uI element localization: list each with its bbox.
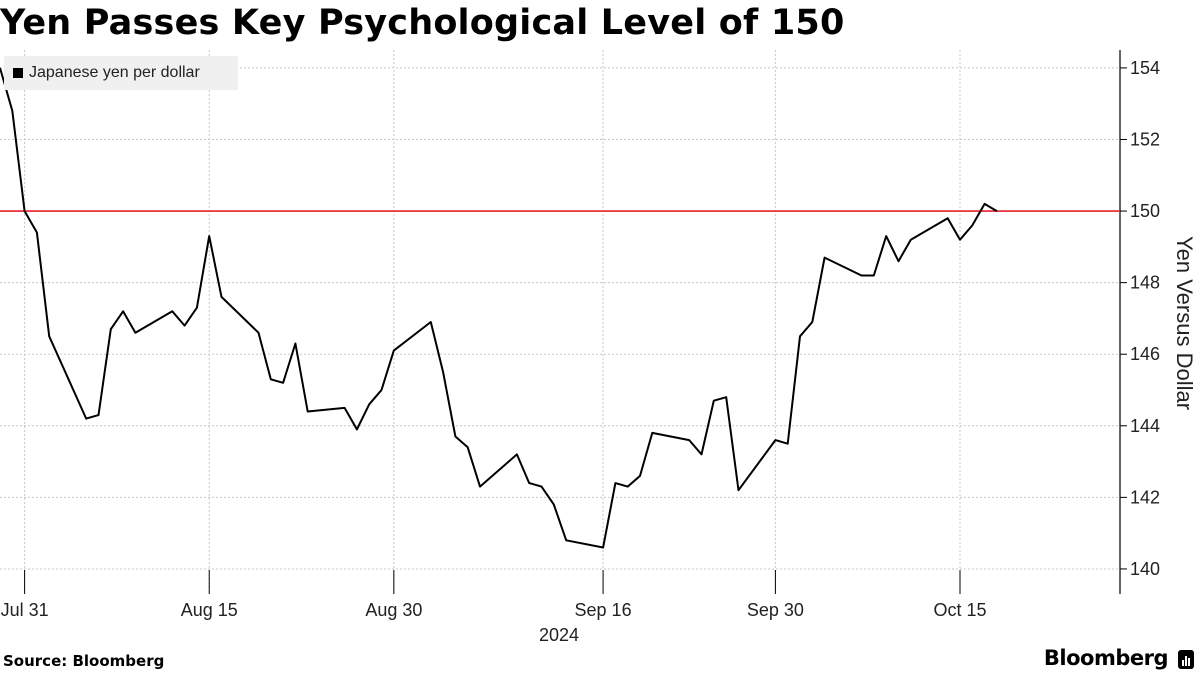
series-line-yen — [0, 67, 998, 549]
data-point-2024-09-13 — [563, 537, 569, 543]
data-point-2024-10-01 — [785, 441, 791, 447]
data-point-2024-09-18 — [625, 484, 631, 490]
data-point-2024-10-18 — [994, 208, 1000, 214]
x-axis-ticks: Jul 31 Aug 15 Aug 30 Sep 16 Sep 30 Oct 15 — [1, 570, 987, 620]
data-point-2024-08-13 — [182, 323, 188, 329]
data-point-2024-09-16 — [600, 545, 606, 551]
data-point-2024-08-23 — [305, 409, 311, 415]
data-point-2024-08-29 — [379, 387, 385, 393]
data-point-2024-08-02 — [46, 333, 52, 339]
data-point-2024-08-28 — [366, 401, 372, 407]
data-point-2024-07-30 — [9, 108, 15, 114]
data-point-2024-08-30 — [391, 348, 397, 354]
data-point-2024-09-27 — [736, 487, 742, 493]
legend-label: Japanese yen per dollar — [29, 64, 200, 81]
data-point-2024-09-25 — [711, 398, 717, 404]
y-tick-label: 148 — [1130, 273, 1160, 293]
data-point-2024-09-17 — [612, 480, 618, 486]
y-tick-label: 140 — [1130, 559, 1160, 579]
x-tick-label: Sep 16 — [575, 600, 632, 620]
data-point-2024-10-09 — [883, 233, 889, 239]
data-point-2024-10-07 — [859, 273, 865, 279]
y-tick-label: 142 — [1130, 487, 1160, 507]
data-point-2024-09-12 — [551, 502, 557, 508]
data-point-2024-08-16 — [219, 294, 225, 300]
series-points — [0, 65, 1000, 551]
x-tick-label: Aug 30 — [365, 600, 422, 620]
source-note: Source: Bloomberg — [3, 652, 165, 670]
data-point-2024-10-15 — [957, 237, 963, 243]
data-point-2024-10-03 — [809, 319, 815, 325]
x-axis-year-label: 2024 — [539, 625, 579, 645]
data-point-2024-08-08 — [120, 308, 126, 314]
data-point-2024-08-06 — [96, 412, 102, 418]
data-point-2024-08-07 — [108, 326, 114, 332]
x-tick-label: Sep 30 — [747, 600, 804, 620]
data-point-2024-10-11 — [908, 237, 914, 243]
data-point-2024-09-03 — [440, 369, 446, 375]
data-point-2024-10-08 — [871, 273, 877, 279]
data-point-2024-10-02 — [797, 333, 803, 339]
data-point-2024-08-05 — [83, 416, 89, 422]
data-point-2024-08-19 — [256, 330, 262, 336]
y-tick-label: 146 — [1130, 344, 1160, 364]
x-gridlines — [24, 50, 961, 594]
data-point-2024-08-14 — [194, 305, 200, 311]
data-point-2024-09-26 — [723, 394, 729, 400]
data-point-2024-07-31 — [22, 208, 28, 214]
y-tick-label: 144 — [1130, 416, 1160, 436]
data-point-2024-10-14 — [945, 215, 951, 221]
x-tick-label: Jul 31 — [1, 600, 49, 620]
y-tick-label: 154 — [1130, 58, 1160, 78]
x-tick-label: Oct 15 — [933, 600, 986, 620]
data-point-2024-08-15 — [206, 233, 212, 239]
data-point-2024-08-22 — [292, 341, 298, 347]
data-point-2024-08-26 — [342, 405, 348, 411]
data-point-2024-09-20 — [649, 430, 655, 436]
data-point-2024-10-10 — [896, 258, 902, 264]
data-point-2024-09-30 — [772, 437, 778, 443]
bloomberg-chart-icon — [1178, 650, 1194, 669]
data-point-2024-09-19 — [637, 473, 643, 479]
data-point-2024-08-01 — [34, 230, 40, 236]
data-point-2024-09-05 — [465, 444, 471, 450]
data-point-2024-10-17 — [982, 201, 988, 207]
data-point-2024-09-10 — [526, 480, 532, 486]
y-axis-label: Yen Versus Dollar — [1172, 236, 1197, 410]
data-point-2024-09-04 — [452, 434, 458, 440]
data-point-2024-08-20 — [268, 376, 274, 382]
data-point-2024-07-29 — [0, 65, 3, 71]
data-point-2024-09-09 — [514, 451, 520, 457]
brand-name: Bloomberg — [1043, 646, 1169, 670]
legend-swatch — [13, 68, 23, 78]
data-point-2024-10-16 — [969, 222, 975, 228]
data-point-2024-08-27 — [354, 426, 360, 432]
y-tick-label: 152 — [1130, 129, 1160, 149]
data-point-2024-09-06 — [477, 484, 483, 490]
legend: Japanese yen per dollar — [4, 56, 238, 90]
data-point-2024-08-09 — [132, 330, 138, 336]
data-point-2024-08-21 — [280, 380, 286, 386]
data-point-2024-09-02 — [428, 319, 434, 325]
data-point-2024-08-12 — [169, 308, 175, 314]
data-point-2024-10-04 — [822, 255, 828, 261]
data-point-2024-09-23 — [686, 437, 692, 443]
data-point-2024-09-11 — [539, 484, 545, 490]
y-gridlines — [0, 67, 1120, 570]
data-point-2024-09-24 — [699, 451, 705, 457]
x-tick-label: Aug 15 — [181, 600, 238, 620]
chart-title: Yen Passes Key Psychological Level of 15… — [0, 3, 845, 43]
y-axis-ticks: 140 142 144 146 148 150 152 154 — [1120, 58, 1160, 579]
y-tick-label: 150 — [1130, 201, 1160, 221]
